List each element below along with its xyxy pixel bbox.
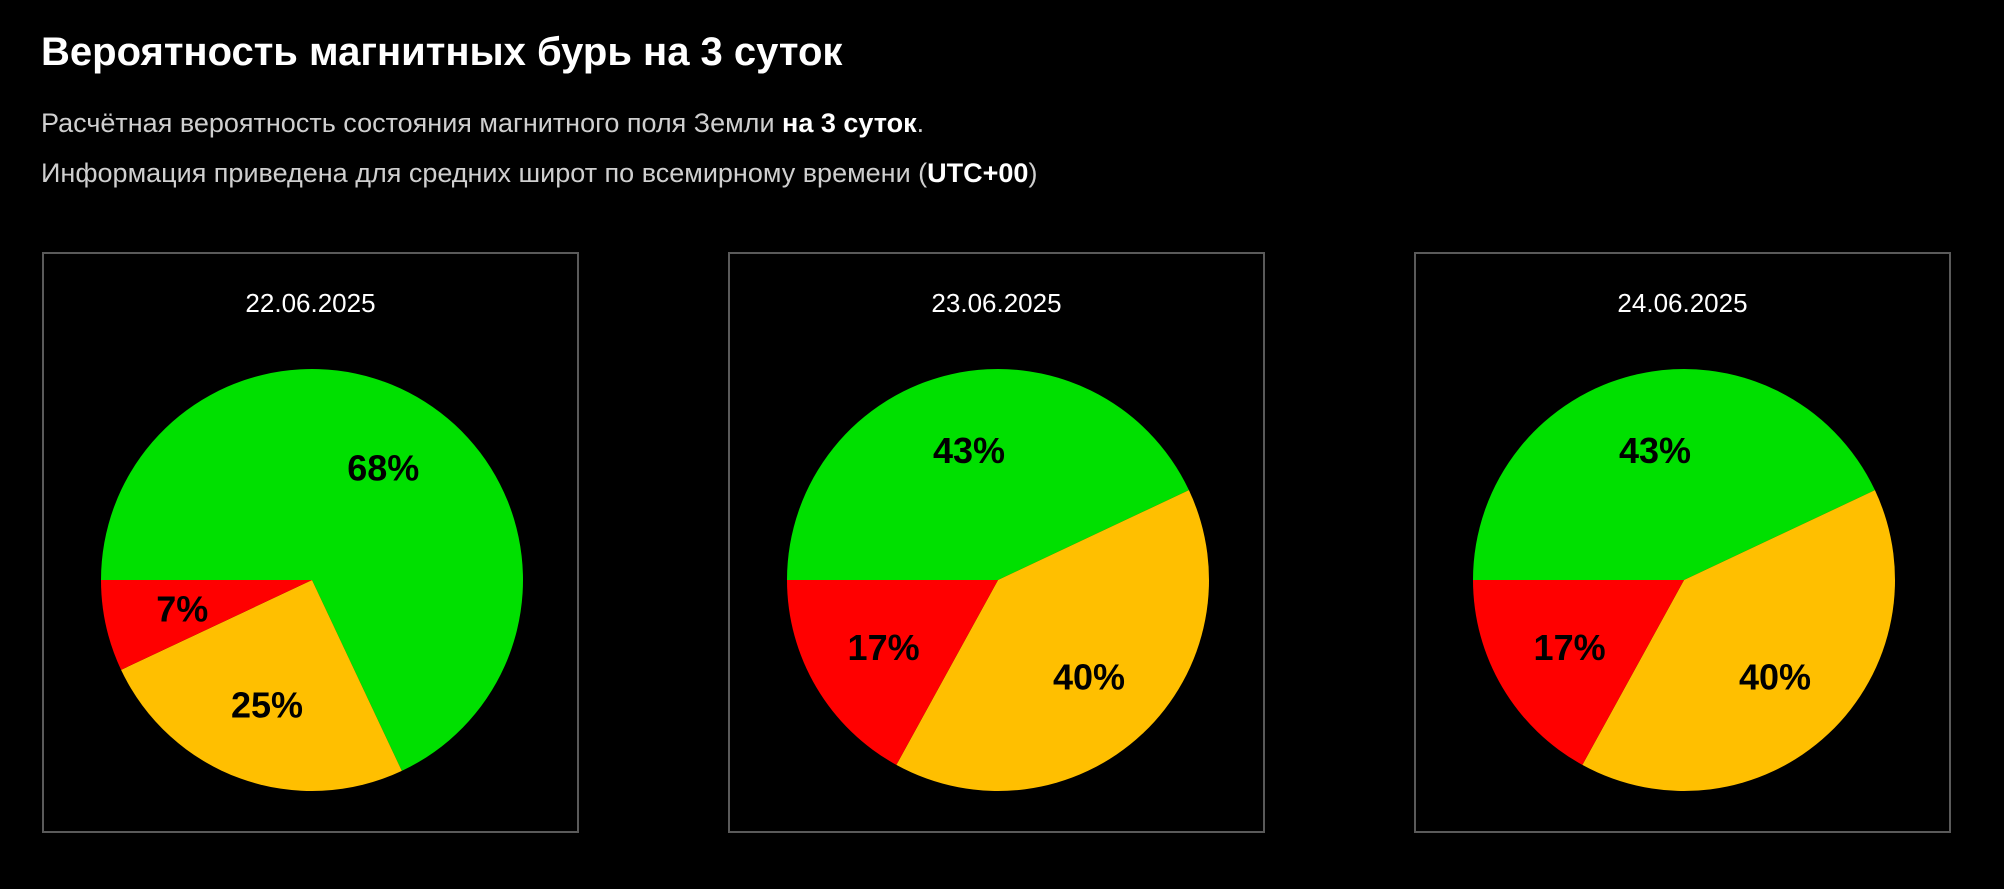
forecast-date: 24.06.2025 xyxy=(1617,288,1748,318)
pie-slice-label: 17% xyxy=(848,627,920,668)
forecast-panel-day-3: 24.06.2025 43% 40% 17% xyxy=(1414,252,1951,833)
pie-chart: 43% 40% 17% xyxy=(787,368,1209,792)
pie-slice-green xyxy=(1473,368,1875,580)
pie-slice-label: 43% xyxy=(933,430,1005,471)
pie-slice-orange xyxy=(896,490,1209,792)
timezone-bold: UTC+00 xyxy=(927,158,1029,188)
forecast-date: 23.06.2025 xyxy=(931,288,1062,318)
pie-chart: 68% 25% 7% xyxy=(101,369,523,791)
description-end: . xyxy=(916,108,925,138)
pie-chart: 43% 40% 17% xyxy=(1473,368,1895,792)
forecast-panel-day-1: 22.06.2025 68% 25% 7% xyxy=(42,252,579,833)
description-line-1: Расчётная вероятность состояния магнитно… xyxy=(41,108,924,139)
pie-slice-label: 40% xyxy=(1053,656,1125,697)
pie-slice-orange xyxy=(1582,490,1895,792)
pie-slice-red xyxy=(101,580,312,670)
pie-slice-label: 43% xyxy=(1619,430,1691,471)
pie-slice-orange xyxy=(121,580,402,791)
pie-slice-label: 40% xyxy=(1739,656,1811,697)
pie-slice-label: 17% xyxy=(1534,627,1606,668)
forecast-panel-day-2: 23.06.2025 43% 40% 17% xyxy=(728,252,1265,833)
pie-slice-label: 25% xyxy=(231,685,303,726)
timezone-text: Информация приведена для средних широт п… xyxy=(41,158,928,188)
description-text: Расчётная вероятность состояния магнитно… xyxy=(41,108,783,138)
pie-slice-red xyxy=(1473,580,1684,765)
timezone-end: ) xyxy=(1028,158,1038,188)
page-title: Вероятность магнитных бурь на 3 суток xyxy=(41,30,843,74)
pie-slice-label: 7% xyxy=(156,588,208,629)
pie-slice-green xyxy=(101,369,523,771)
pie-slice-red xyxy=(787,580,998,765)
pie-slice-green xyxy=(787,368,1189,580)
description-bold: на 3 суток xyxy=(782,108,917,138)
description-line-2: Информация приведена для средних широт п… xyxy=(41,158,1037,189)
forecast-date: 22.06.2025 xyxy=(245,288,376,318)
pie-slice-label: 68% xyxy=(347,447,419,488)
